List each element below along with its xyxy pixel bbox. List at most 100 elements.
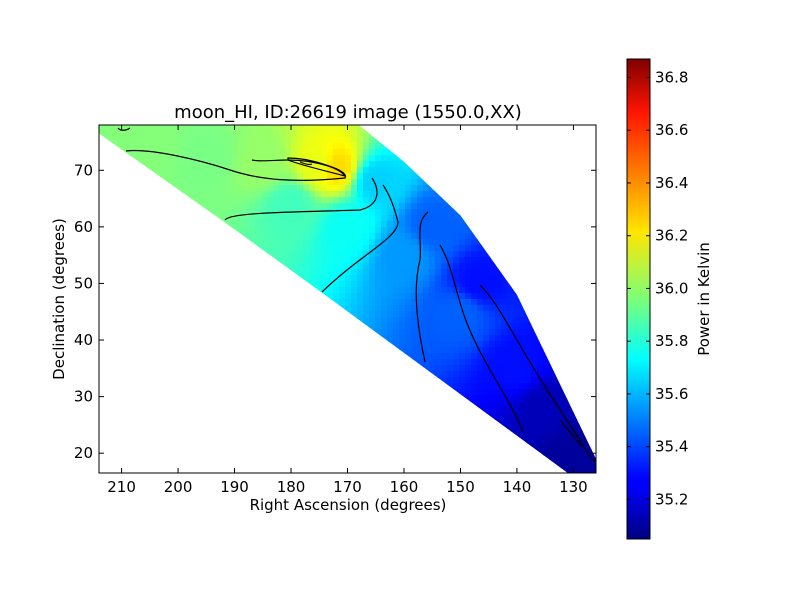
- heatmap-cell: [225, 341, 232, 348]
- heatmap-cell: [189, 329, 196, 336]
- heatmap-cell: [225, 227, 232, 234]
- heatmap-cell: [507, 263, 514, 270]
- heatmap-cell: [555, 449, 562, 456]
- heatmap-cell: [123, 281, 130, 288]
- heatmap-cell: [399, 401, 406, 408]
- heatmap-cell: [117, 173, 124, 180]
- heatmap-cell: [423, 185, 430, 192]
- heatmap-cell: [477, 311, 484, 318]
- heatmap-cell: [351, 359, 358, 366]
- heatmap-cell: [201, 383, 208, 390]
- heatmap-cell: [591, 179, 596, 186]
- heatmap-cell: [261, 335, 268, 342]
- heatmap-cell: [327, 161, 334, 168]
- heatmap-cell: [567, 431, 574, 438]
- heatmap-cell: [237, 191, 244, 198]
- heatmap-cell: [135, 341, 142, 348]
- heatmap-cell: [519, 377, 526, 384]
- heatmap-cell: [159, 299, 166, 306]
- heatmap-cell: [417, 443, 424, 450]
- heatmap-cell: [435, 413, 442, 420]
- heatmap-cell: [177, 221, 184, 228]
- heatmap-cell: [285, 173, 292, 180]
- heatmap-cell: [165, 155, 172, 162]
- heatmap-cell: [537, 449, 544, 456]
- heatmap-cell: [501, 335, 508, 342]
- heatmap-cell: [213, 383, 220, 390]
- heatmap-cell: [291, 341, 298, 348]
- heatmap-cell: [117, 275, 124, 282]
- heatmap-cell: [207, 425, 214, 432]
- heatmap-cell: [225, 311, 232, 318]
- heatmap-cell: [537, 371, 544, 378]
- heatmap-cell: [243, 461, 250, 468]
- heatmap-cell: [207, 137, 214, 144]
- heatmap-cell: [303, 323, 310, 330]
- heatmap-cell: [519, 419, 526, 426]
- heatmap-cell: [129, 131, 136, 138]
- heatmap-cell: [513, 293, 520, 300]
- heatmap-cell: [585, 149, 592, 156]
- heatmap-cell: [519, 317, 526, 324]
- heatmap-cell: [141, 179, 148, 186]
- heatmap-cell: [297, 179, 304, 186]
- heatmap-cell: [423, 437, 430, 444]
- heatmap-cell: [537, 131, 544, 138]
- heatmap-cell: [369, 179, 376, 186]
- heatmap-cell: [207, 365, 214, 372]
- heatmap-cell: [555, 275, 562, 282]
- heatmap-cell: [219, 377, 226, 384]
- heatmap-cell: [555, 257, 562, 264]
- heatmap-cell: [297, 275, 304, 282]
- heatmap-cell: [465, 269, 472, 276]
- heatmap-cell: [519, 401, 526, 408]
- heatmap-cell: [309, 143, 316, 150]
- heatmap-cell: [321, 215, 328, 222]
- heatmap-cell: [441, 149, 448, 156]
- heatmap-cell: [231, 341, 238, 348]
- heatmap-cell: [315, 125, 322, 132]
- heatmap-cell: [465, 287, 472, 294]
- heatmap-cell: [195, 161, 202, 168]
- heatmap-cell: [357, 389, 364, 396]
- heatmap-cell: [237, 341, 244, 348]
- heatmap-cell: [453, 215, 460, 222]
- heatmap-cell: [531, 209, 538, 216]
- heatmap-cell: [147, 257, 154, 264]
- heatmap-cell: [279, 305, 286, 312]
- heatmap-cell: [147, 143, 154, 150]
- heatmap-cell: [531, 383, 538, 390]
- heatmap-cell: [453, 419, 460, 426]
- heatmap-cell: [483, 191, 490, 198]
- heatmap-cell: [255, 413, 262, 420]
- heatmap-cell: [195, 125, 202, 132]
- heatmap-cell: [153, 281, 160, 288]
- heatmap-cell: [315, 269, 322, 276]
- heatmap-cell: [567, 467, 574, 473]
- x-tick-label: 200: [164, 478, 193, 496]
- heatmap-cell: [105, 209, 112, 216]
- heatmap-cell: [183, 335, 190, 342]
- heatmap-cell: [477, 407, 484, 414]
- heatmap-cell: [213, 443, 220, 450]
- heatmap-cell: [579, 323, 586, 330]
- heatmap-cell: [501, 389, 508, 396]
- heatmap-cell: [351, 317, 358, 324]
- heatmap-cell: [333, 443, 340, 450]
- heatmap-cell: [459, 389, 466, 396]
- heatmap-cell: [591, 239, 596, 246]
- heatmap-cell: [393, 425, 400, 432]
- heatmap-cell: [495, 389, 502, 396]
- heatmap-cell: [471, 263, 478, 270]
- heatmap-cell: [189, 239, 196, 246]
- heatmap-cell: [585, 209, 592, 216]
- heatmap-cell: [357, 233, 364, 240]
- heatmap-cell: [159, 425, 166, 432]
- heatmap-cell: [339, 149, 346, 156]
- heatmap-cell: [363, 155, 370, 162]
- heatmap-cell: [177, 317, 184, 324]
- heatmap-cell: [153, 449, 160, 456]
- heatmap-cell: [111, 149, 118, 156]
- heatmap-cell: [303, 167, 310, 174]
- heatmap-cell: [159, 257, 166, 264]
